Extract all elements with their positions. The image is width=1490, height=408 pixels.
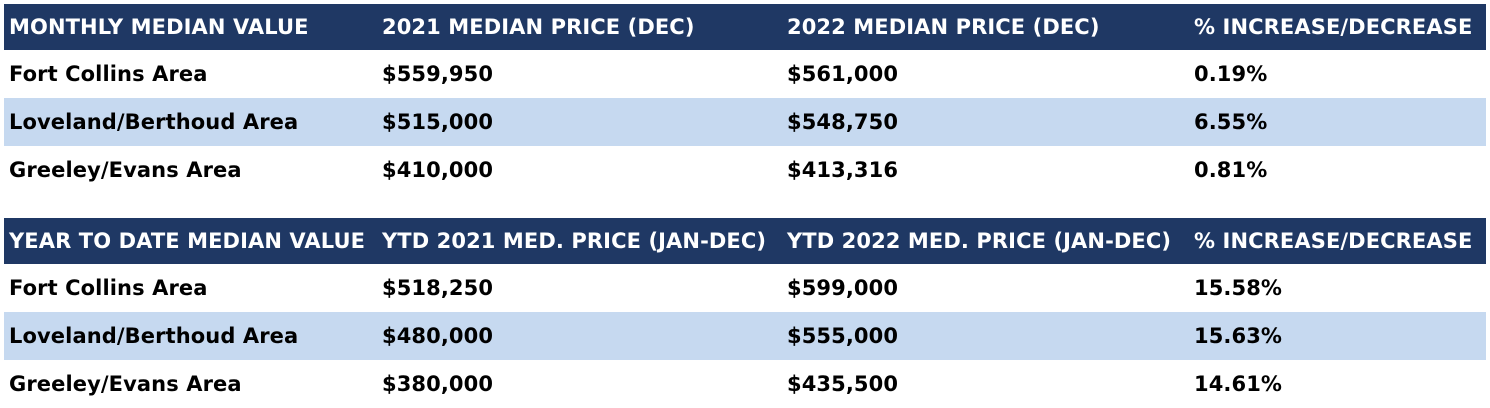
table-row: Greeley/Evans Area $410,000 $413,316 0.8…: [4, 146, 1486, 194]
table-row: Loveland/Berthoud Area $480,000 $555,000…: [4, 312, 1486, 360]
area-name-cell: Greeley/Evans Area: [9, 372, 242, 396]
percent-change-cell: 0.81%: [1194, 158, 1268, 182]
header-cell-category: YEAR TO DATE MEDIAN VALUE: [9, 229, 366, 253]
percent-change-cell: 6.55%: [1194, 110, 1268, 134]
price-2022-cell: $561,000: [787, 62, 899, 86]
header-cell-ytd-2022-price: YTD 2022 MED. PRICE (JAN-DEC): [787, 229, 1172, 253]
area-name-cell: Loveland/Berthoud Area: [9, 324, 299, 348]
header-cell-2021-price: 2021 MEDIAN PRICE (DEC): [382, 15, 695, 39]
price-2021-cell: $480,000: [382, 324, 494, 348]
price-2022-cell: $548,750: [787, 110, 899, 134]
percent-change-cell: 14.61%: [1194, 372, 1283, 396]
percent-change-cell: 0.19%: [1194, 62, 1268, 86]
price-2021-cell: $410,000: [382, 158, 494, 182]
header-cell-2022-price: 2022 MEDIAN PRICE (DEC): [787, 15, 1100, 39]
header-cell-ytd-2021-price: YTD 2021 MED. PRICE (JAN-DEC): [382, 229, 767, 253]
area-name-cell: Loveland/Berthoud Area: [9, 110, 299, 134]
table-row: Greeley/Evans Area $380,000 $435,500 14.…: [4, 360, 1486, 408]
percent-change-cell: 15.63%: [1194, 324, 1283, 348]
header-cell-change: % INCREASE/DECREASE: [1194, 229, 1473, 253]
header-cell-category: MONTHLY MEDIAN VALUE: [9, 15, 309, 39]
table-row: Fort Collins Area $518,250 $599,000 15.5…: [4, 264, 1486, 312]
area-name-cell: Greeley/Evans Area: [9, 158, 242, 182]
table-row: Fort Collins Area $559,950 $561,000 0.19…: [4, 50, 1486, 98]
price-2021-cell: $559,950: [382, 62, 494, 86]
header-cell-change: % INCREASE/DECREASE: [1194, 15, 1473, 39]
price-2021-cell: $518,250: [382, 276, 494, 300]
price-2022-cell: $413,316: [787, 158, 899, 182]
price-2021-cell: $515,000: [382, 110, 494, 134]
price-2021-cell: $380,000: [382, 372, 494, 396]
ytd-median-table: YEAR TO DATE MEDIAN VALUE YTD 2021 MED. …: [4, 218, 1486, 408]
table-row: Loveland/Berthoud Area $515,000 $548,750…: [4, 98, 1486, 146]
percent-change-cell: 15.58%: [1194, 276, 1283, 300]
table-header-row: YEAR TO DATE MEDIAN VALUE YTD 2021 MED. …: [4, 218, 1486, 264]
price-2022-cell: $435,500: [787, 372, 899, 396]
price-2022-cell: $555,000: [787, 324, 899, 348]
price-2022-cell: $599,000: [787, 276, 899, 300]
table-header-row: MONTHLY MEDIAN VALUE 2021 MEDIAN PRICE (…: [4, 4, 1486, 50]
area-name-cell: Fort Collins Area: [9, 276, 208, 300]
area-name-cell: Fort Collins Area: [9, 62, 208, 86]
monthly-median-table: MONTHLY MEDIAN VALUE 2021 MEDIAN PRICE (…: [4, 4, 1486, 194]
